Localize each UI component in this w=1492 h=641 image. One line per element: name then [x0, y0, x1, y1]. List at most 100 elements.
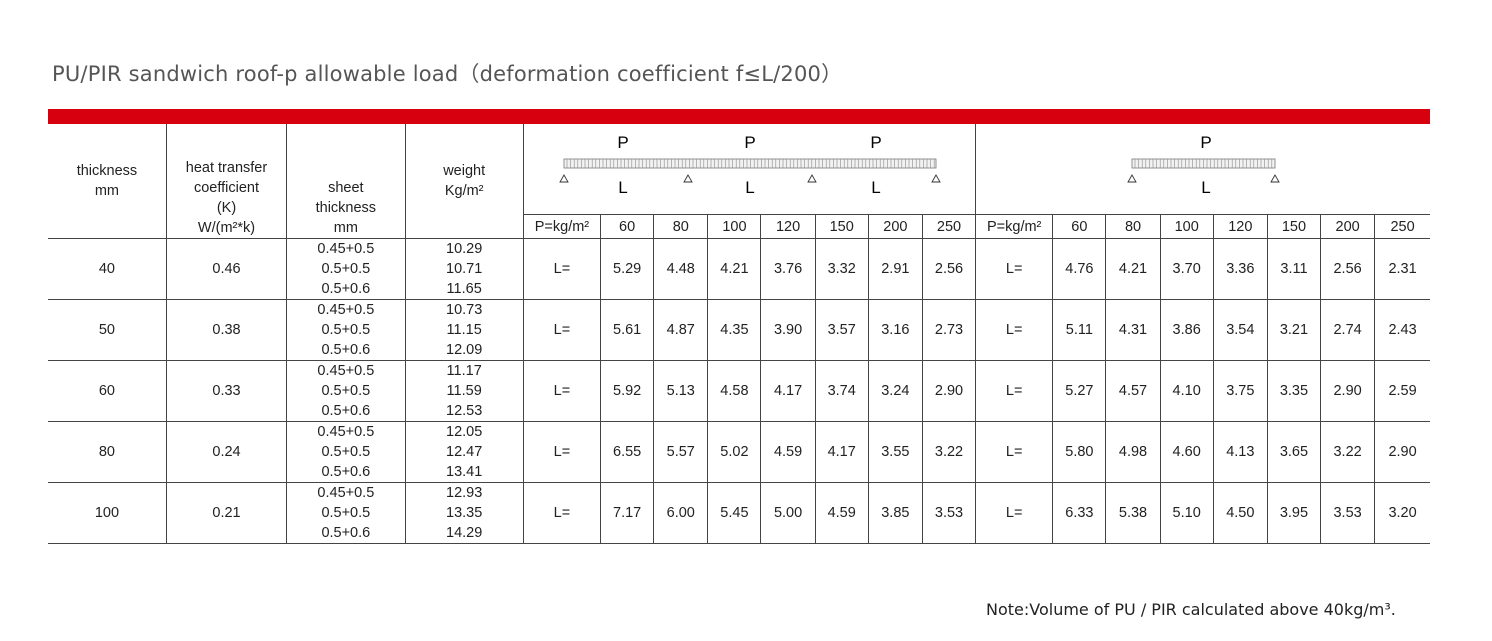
header-heat-transfer: heat transfer coefficient (K) W/(m²*k) — [165, 124, 287, 239]
single-span-beam-diagram: P L — [1127, 133, 1280, 197]
sheet-thickness-cell: 0.5+0.5 — [286, 381, 405, 401]
table-row: 100 0.21 0.45+0.5 12.93 L= 7.17 6.00 5.45 5.00 4.… — [48, 482, 1430, 544]
header-heat-unit: W/(m²*k) — [197, 220, 256, 236]
single-span-value: 5.10 — [1159, 482, 1214, 544]
single-span-value: 3.21 — [1266, 299, 1321, 361]
single-span-value: 5.38 — [1105, 482, 1161, 544]
sheet-thickness-cell: 0.45+0.5 — [286, 421, 405, 442]
support-triangle-3 — [807, 174, 817, 183]
load-label-p-single: P — [1200, 133, 1211, 152]
multi-span-value: 5.02 — [707, 421, 761, 483]
single-span-value: 3.75 — [1212, 360, 1268, 422]
load-header-row: P=kg/m² 60 80 100 120 150 200 250 P=kg/m² 60 80 100… — [48, 214, 1430, 239]
single-span-value: 2.43 — [1374, 299, 1430, 361]
sheet-thickness-cell: 0.45+0.5 — [286, 360, 405, 381]
header-thickness-unit: mm — [94, 183, 119, 199]
multi-span-value: 5.57 — [653, 421, 708, 483]
thickness-cell: 60 — [48, 360, 167, 422]
header-sheet-line2: thickness — [315, 200, 377, 216]
weight-cell: 12.05 — [404, 421, 524, 442]
heat-transfer-cell: 0.38 — [165, 299, 287, 361]
single-load-6: 250 — [1374, 214, 1430, 239]
support-triangle-left — [1127, 174, 1137, 183]
multi-span-value: 7.17 — [600, 482, 654, 544]
single-span-value: 4.13 — [1212, 421, 1268, 483]
single-span-value: 3.54 — [1212, 299, 1268, 361]
multi-span-beam-diagram: P P P L L L — [559, 133, 941, 197]
table-row: 0.5+0.6 11.65 — [48, 279, 1430, 300]
multi-span-value: 5.45 — [707, 482, 761, 544]
single-span-value: 4.76 — [1052, 238, 1106, 300]
single-span-label: L= — [975, 238, 1053, 300]
single-span-diagram-cell: P L — [975, 124, 1430, 215]
multi-span-value: 3.76 — [760, 238, 816, 300]
multi-span-value: 3.57 — [814, 299, 869, 361]
support-triangle-1 — [559, 174, 569, 183]
multi-span-value: 6.00 — [653, 482, 708, 544]
multi-span-value: 2.56 — [921, 238, 976, 300]
table-row: 0.5+0.5 13.35 — [48, 503, 1430, 523]
multi-span-value: 5.00 — [760, 482, 816, 544]
table-row: 50 0.38 0.45+0.5 10.73 L= 5.61 4.87 4.35 3.90 3.5… — [48, 299, 1430, 361]
single-load-5: 200 — [1320, 214, 1375, 239]
table-row: 0.5+0.5 11.59 — [48, 381, 1430, 401]
multi-load-4: 150 — [814, 214, 869, 239]
thickness-cell: 80 — [48, 421, 167, 483]
sheet-thickness-cell: 0.5+0.6 — [286, 462, 405, 483]
weight-cell: 13.41 — [404, 462, 524, 483]
table-row: 0.5+0.6 13.41 — [48, 462, 1430, 483]
single-span-label: L= — [975, 421, 1053, 483]
span-label-l-single: L — [1201, 178, 1210, 197]
single-span-value: 2.56 — [1320, 238, 1375, 300]
table-row: 0.5+0.6 12.09 — [48, 340, 1430, 361]
single-span-value: 5.11 — [1052, 299, 1106, 361]
table-row: 0.5+0.5 12.47 — [48, 442, 1430, 462]
weight-cell: 11.15 — [404, 320, 524, 340]
single-span-value: 4.10 — [1159, 360, 1214, 422]
weight-cell: 10.29 — [404, 238, 524, 259]
sheet-thickness-cell: 0.5+0.5 — [286, 320, 405, 340]
multi-load-3: 120 — [760, 214, 816, 239]
multi-span-label: L= — [522, 482, 601, 544]
span-label-l3: L — [871, 178, 880, 197]
multi-span-value: 3.53 — [921, 482, 976, 544]
sheet-thickness-cell: 0.45+0.5 — [286, 238, 405, 259]
header-weight-line: weight — [443, 163, 486, 179]
single-load-1: 80 — [1105, 214, 1161, 239]
span-label-l2: L — [745, 178, 754, 197]
support-triangle-2 — [683, 174, 693, 183]
beam-hatching-single — [1134, 159, 1273, 168]
multi-span-value: 5.61 — [600, 299, 654, 361]
weight-cell: 12.53 — [404, 401, 524, 422]
multi-span-value: 6.55 — [600, 421, 654, 483]
single-span-value: 3.22 — [1320, 421, 1375, 483]
multi-span-value: 4.59 — [760, 421, 816, 483]
single-span-value: 5.27 — [1052, 360, 1106, 422]
weight-cell: 14.29 — [404, 523, 524, 544]
multi-span-value: 5.13 — [653, 360, 708, 422]
single-span-value: 3.65 — [1266, 421, 1321, 483]
multi-span-value: 2.73 — [921, 299, 976, 361]
heat-transfer-cell: 0.21 — [165, 482, 287, 544]
allowable-load-table: thickness mm heat transfer coefficient (… — [48, 124, 1430, 544]
header-heat-line2: coefficient — [193, 180, 260, 196]
table-row: 0.5+0.6 12.53 — [48, 401, 1430, 422]
thickness-cell: 40 — [48, 238, 167, 300]
sheet-thickness-cell: 0.5+0.5 — [286, 503, 405, 523]
sheet-thickness-cell: 0.5+0.5 — [286, 442, 405, 462]
load-label-p1: P — [617, 133, 628, 152]
sheet-thickness-cell: 0.5+0.5 — [286, 259, 405, 279]
single-span-value: 5.80 — [1052, 421, 1106, 483]
weight-cell: 12.09 — [404, 340, 524, 361]
multi-span-value: 5.92 — [600, 360, 654, 422]
single-span-value: 2.90 — [1320, 360, 1375, 422]
weight-cell: 10.73 — [404, 299, 524, 320]
single-span-value: 4.57 — [1105, 360, 1161, 422]
weight-cell: 12.93 — [404, 482, 524, 503]
table-row: 80 0.24 0.45+0.5 12.05 L= 6.55 5.57 5.02 4.59 4.1… — [48, 421, 1430, 483]
single-span-value: 4.50 — [1212, 482, 1268, 544]
multi-load-label: P=kg/m² — [522, 214, 601, 239]
multi-span-value: 4.58 — [707, 360, 761, 422]
multi-span-value: 4.17 — [814, 421, 869, 483]
table-row: 0.5+0.6 14.29 — [48, 523, 1430, 544]
